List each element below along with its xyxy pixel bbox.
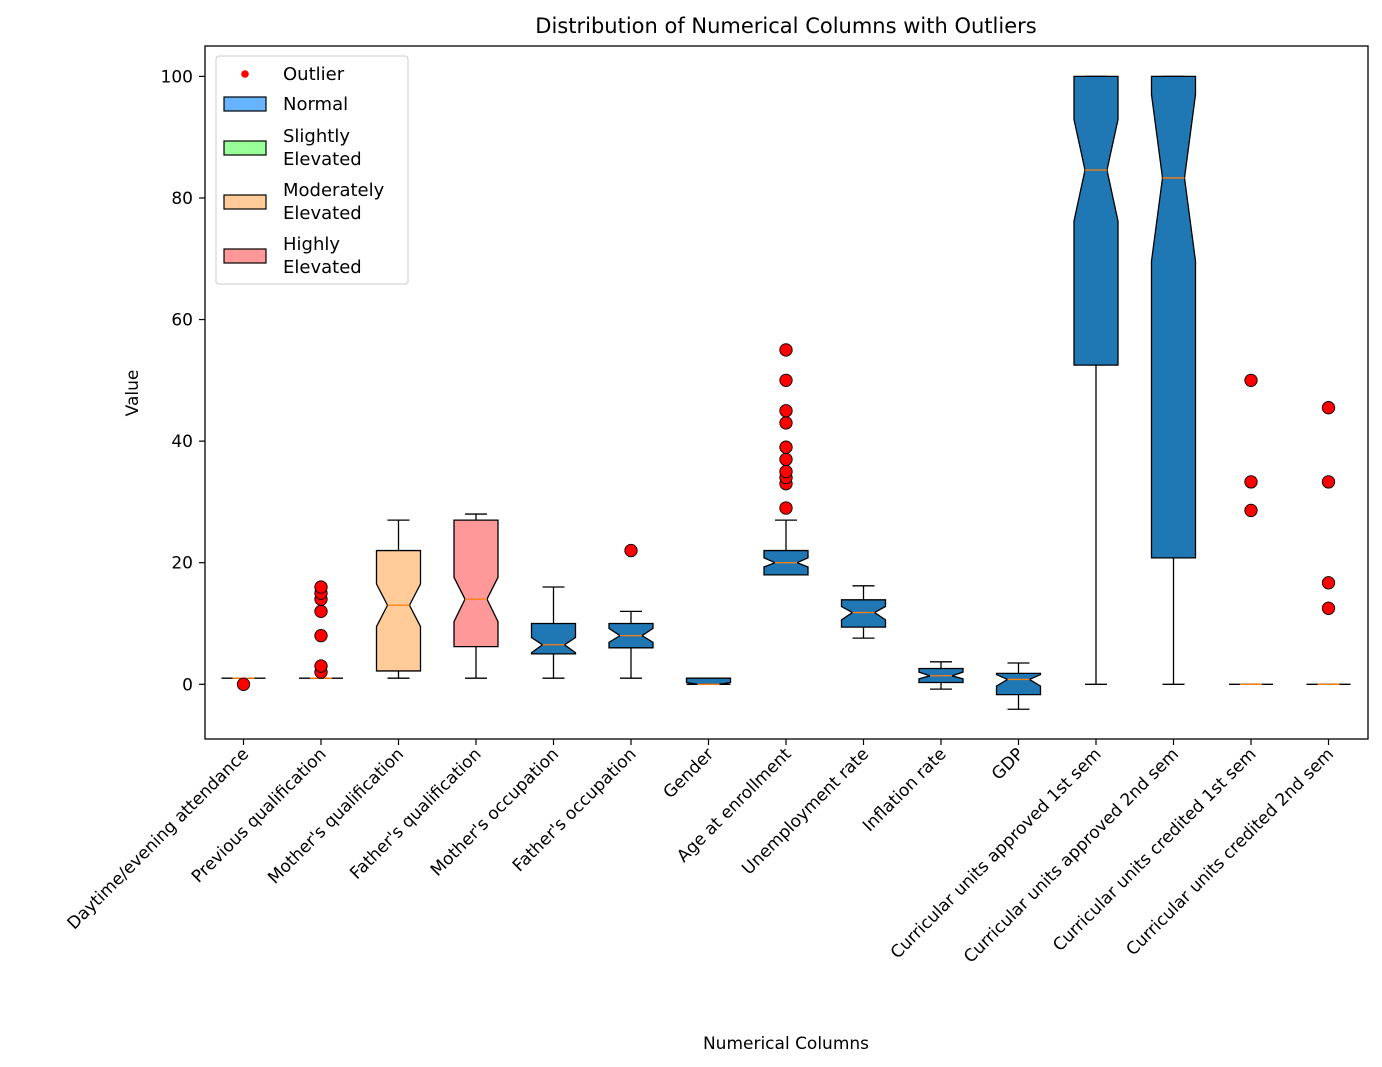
- y-axis: 0 20 40 60 80 100: [161, 67, 205, 695]
- y-tick-label: 80: [171, 189, 193, 209]
- outlier-point: [1321, 475, 1336, 489]
- box: [685, 677, 732, 685]
- box: [1073, 75, 1119, 366]
- legend-label: Highly Elevated: [283, 234, 362, 278]
- legend-entry: Moderately Elevated: [223, 180, 385, 224]
- x-tick-label: Inflation rate: [859, 744, 951, 836]
- box: [995, 672, 1042, 696]
- box-group: [299, 580, 343, 679]
- x-tick-label: GDP: [988, 744, 1028, 784]
- outlier-point: [779, 440, 793, 454]
- legend-entry: Slightly Elevated: [223, 126, 362, 170]
- legend-label: Moderately Elevated: [283, 180, 385, 224]
- box: [453, 519, 499, 648]
- y-tick-label: 20: [171, 554, 193, 574]
- plot-marks: [221, 75, 1351, 710]
- outlier-point: [314, 659, 328, 673]
- box-group: [763, 343, 809, 576]
- outlier-point: [314, 604, 328, 618]
- box-group: [453, 513, 499, 679]
- y-tick-label: 0: [182, 675, 193, 695]
- legend-frame: [215, 55, 409, 285]
- box: [530, 622, 577, 655]
- x-tick-label: Father's qualification: [346, 744, 485, 883]
- outlier-point: [1321, 576, 1336, 590]
- box-group: [221, 677, 266, 691]
- box-group: [918, 661, 964, 690]
- chart-title: Distribution of Numerical Columns with O…: [535, 14, 1036, 38]
- box-group: [1150, 75, 1197, 685]
- legend: Outlier Normal Slightly Elevated Moderately E…: [215, 55, 409, 285]
- x-tick-label: Previous qualification: [188, 744, 331, 887]
- outlier-point: [314, 580, 328, 594]
- x-tick-label: Mother's occupation: [427, 744, 563, 880]
- outlier-point: [779, 404, 793, 418]
- x-tick-label: Gender: [660, 744, 718, 802]
- x-tick-label: Mother's qualification: [264, 744, 408, 888]
- x-axis-label: Numerical Columns: [703, 1034, 869, 1054]
- box: [840, 599, 887, 628]
- legend-swatch: [223, 96, 267, 112]
- legend-entry: Highly Elevated: [223, 234, 362, 278]
- outlier-point: [314, 629, 328, 643]
- legend-label: Outlier: [283, 64, 345, 85]
- outlier-point: [779, 501, 793, 515]
- outlier-point: [779, 452, 793, 467]
- legend-swatch: [223, 140, 267, 156]
- y-tick-label: 60: [171, 311, 193, 331]
- outlier-point: [1321, 401, 1336, 415]
- outlier-point: [779, 343, 793, 357]
- outlier-point: [779, 464, 793, 479]
- box-group: [995, 662, 1042, 710]
- legend-label: Normal: [283, 94, 348, 115]
- outlier-point: [779, 373, 793, 387]
- box-group: [1073, 75, 1119, 685]
- box-group: [1229, 373, 1273, 685]
- outlier-point: [1244, 503, 1258, 518]
- box-group: [685, 677, 732, 685]
- outlier-point: [624, 543, 638, 558]
- x-tick-label: Unemployment rate: [738, 744, 873, 879]
- box-group: [375, 519, 422, 679]
- box-group: [1306, 401, 1351, 685]
- box: [375, 549, 422, 672]
- outlier-point: [1321, 601, 1336, 615]
- legend-entry: Outlier: [241, 64, 345, 85]
- legend-swatch: [223, 248, 267, 264]
- outlier-point: [1244, 373, 1258, 387]
- y-tick-label: 40: [171, 432, 193, 452]
- y-axis-label: Value: [123, 370, 143, 417]
- legend-marker: [241, 70, 249, 78]
- outlier-point: [236, 677, 251, 691]
- box-group: [608, 543, 654, 679]
- box-group: [530, 586, 577, 679]
- outlier-point: [779, 416, 793, 430]
- box-group: [840, 585, 887, 639]
- outlier-point: [1244, 475, 1258, 489]
- legend-swatch: [223, 194, 267, 210]
- legend-label: Slightly Elevated: [283, 126, 362, 170]
- legend-entry: Normal: [223, 94, 348, 115]
- y-tick-label: 100: [161, 67, 193, 87]
- box: [1150, 75, 1197, 559]
